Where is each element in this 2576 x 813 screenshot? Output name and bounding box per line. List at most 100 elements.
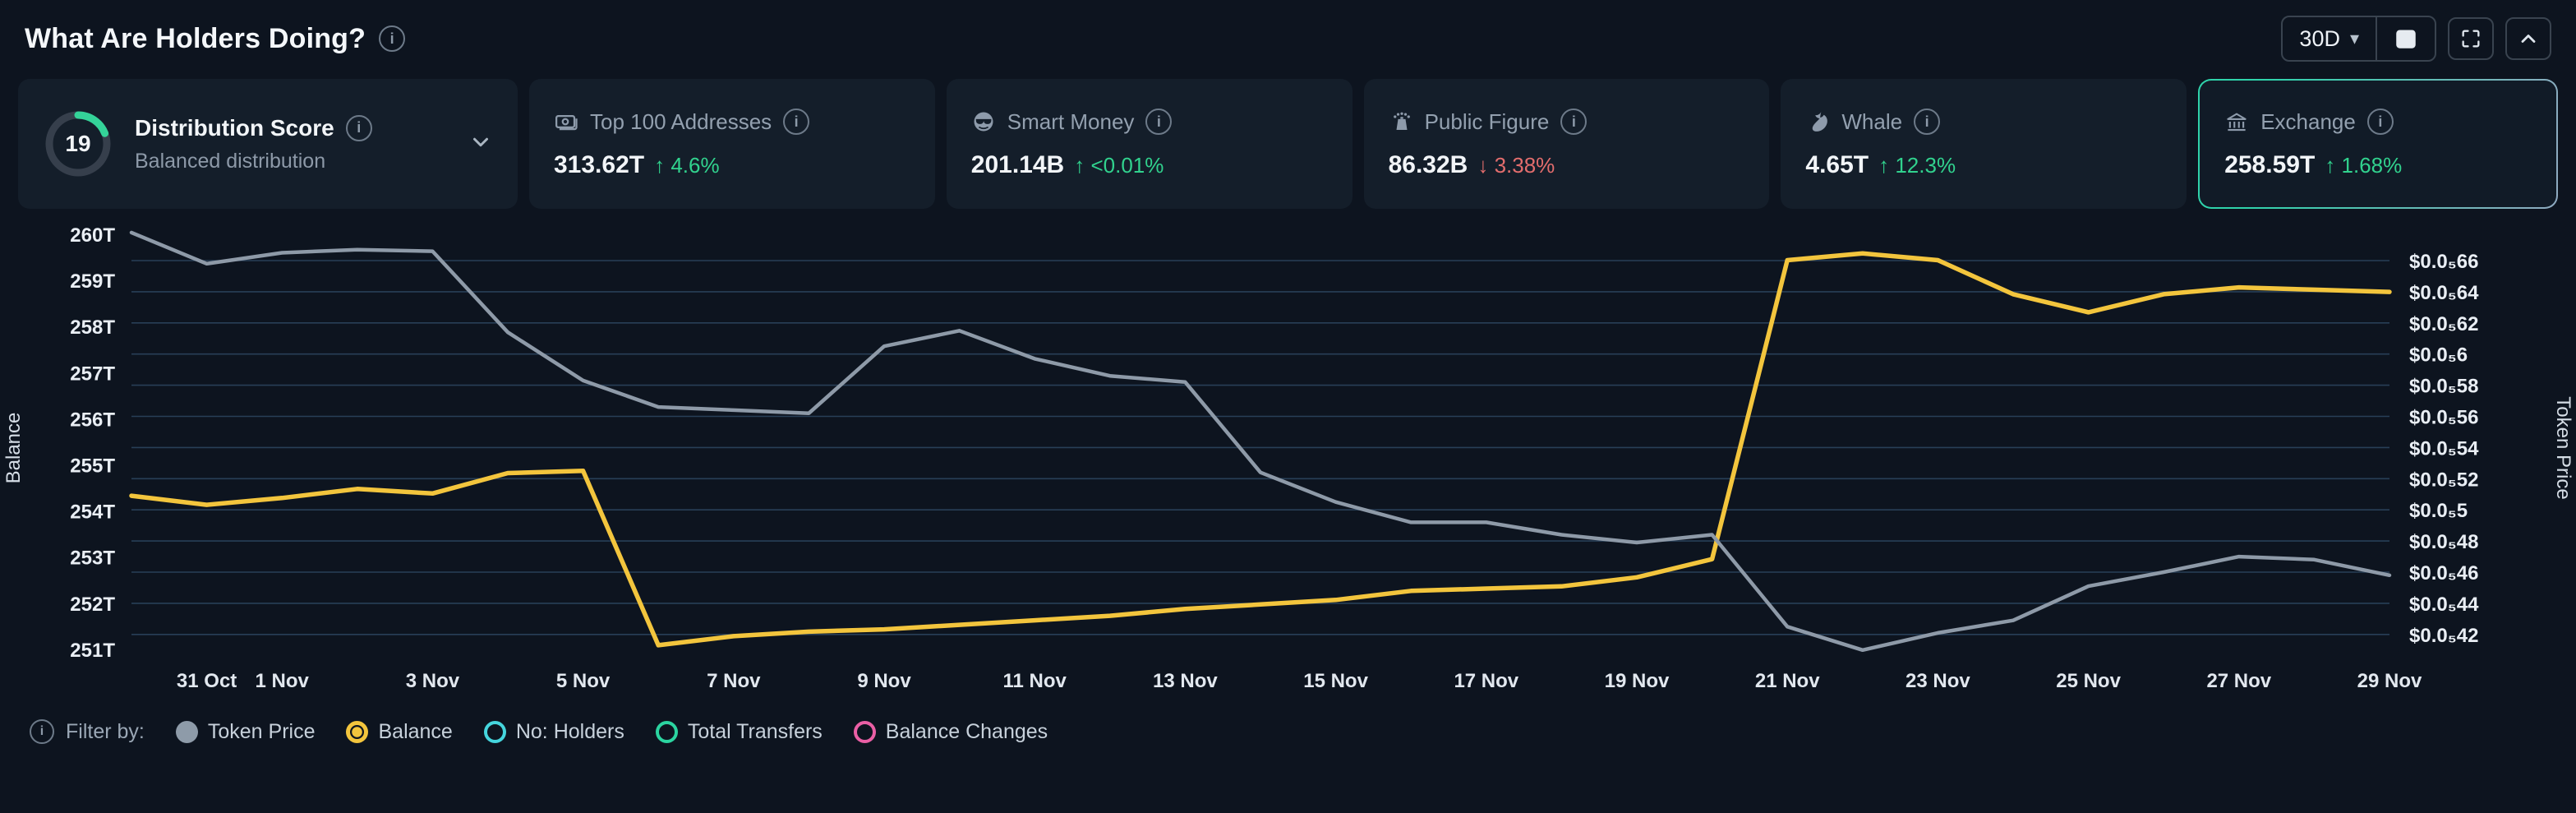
filter-option-label: Token Price: [207, 719, 316, 743]
divider: [2376, 17, 2377, 60]
sunglasses-icon: [971, 109, 996, 134]
x-axis-tick: 11 Nov: [1003, 670, 1067, 692]
range-dropdown[interactable]: 30D ▾: [2283, 17, 2376, 60]
x-axis-tick: 31 Oct: [177, 670, 237, 692]
distribution-score-value: 19: [65, 131, 91, 156]
stat-change: ↑ 4.6%: [654, 153, 720, 178]
left-axis-tick: 256T: [70, 409, 115, 431]
right-axis-tick: $0.0₅5: [2409, 500, 2468, 522]
stat-title: Exchange: [2260, 109, 2356, 134]
x-axis-tick: 17 Nov: [1454, 670, 1518, 692]
x-axis-tick: 23 Nov: [1906, 670, 1970, 692]
collapse-button[interactable]: [2505, 17, 2551, 60]
stat-change: ↑ 1.68%: [2325, 153, 2402, 178]
stat-value: 258.59T: [2224, 151, 2316, 178]
info-icon[interactable]: i: [783, 109, 810, 135]
header: What Are Holders Doing? i 30D ▾: [0, 0, 2576, 71]
right-axis-tick: $0.0₅58: [2409, 376, 2478, 398]
filter-option-label: Balance: [378, 719, 453, 743]
right-axis-tick: $0.0₅62: [2409, 313, 2478, 335]
stat-card-smart-money[interactable]: Smart Money i 201.14B ↑ <0.01%: [946, 79, 1353, 209]
left-axis-tick: 258T: [70, 316, 115, 339]
right-axis-tick: $0.0₅48: [2409, 531, 2478, 553]
left-axis-tick: 259T: [70, 270, 115, 293]
stat-title: Whale: [1841, 109, 1903, 134]
stat-change-value: 12.3%: [1895, 153, 1956, 178]
chevron-down-icon[interactable]: [468, 130, 493, 159]
left-axis-title: Balance: [2, 413, 25, 484]
chart-canvas: 260T 259T 258T 257T 256T 255T 254T 253T 252T 251T…: [2, 224, 2574, 692]
filter-option-label: Total Transfers: [687, 719, 823, 743]
stat-value: 313.62T: [554, 151, 645, 178]
x-axis-tick: 13 Nov: [1153, 670, 1218, 692]
stat-change-value: <0.01%: [1090, 153, 1164, 178]
stat-card-whale[interactable]: Whale i 4.65T ↑ 12.3%: [1781, 79, 2187, 209]
filter-bar: i Filter by: Token Price Balance No: Hol…: [0, 707, 2576, 756]
x-axis-tick: 1 Nov: [256, 670, 310, 692]
stat-card-exchange-selected-border: Exchange i 258.59T ↑ 1.68%: [2198, 79, 2558, 209]
holders-radio-icon: [483, 720, 506, 743]
arrow-up-icon: ↑: [2325, 153, 2336, 178]
filter-info-icon[interactable]: i: [30, 719, 54, 744]
calendar-button[interactable]: [2377, 17, 2435, 60]
filter-option-balance-changes[interactable]: Balance Changes: [853, 719, 1048, 744]
x-axis-tick: 25 Nov: [2056, 670, 2121, 692]
info-icon[interactable]: i: [1145, 109, 1173, 135]
right-axis-title: Token Price: [2552, 396, 2574, 499]
x-axis-tick: 27 Nov: [2206, 670, 2271, 692]
bank-icon: [2224, 109, 2249, 134]
left-axis-tick: 260T: [70, 224, 115, 247]
filter-label: Filter by:: [66, 719, 145, 743]
arrow-up-icon: ↑: [1878, 153, 1890, 178]
filter-option-token-price[interactable]: Token Price: [175, 719, 316, 744]
whale-icon: [1805, 109, 1830, 134]
stat-card-public-figure[interactable]: Public Figure i 86.32B ↓ 3.38%: [1363, 79, 1770, 209]
left-axis-tick: 257T: [70, 363, 115, 385]
transfers-radio-icon: [655, 720, 678, 743]
stat-change: ↑ 12.3%: [1878, 153, 1956, 178]
right-axis-tick: $0.0₅56: [2409, 407, 2478, 429]
info-icon[interactable]: i: [345, 114, 372, 141]
stat-value: 201.14B: [970, 151, 1065, 178]
stat-change-value: 3.38%: [1494, 153, 1555, 178]
arrow-down-icon: ↓: [1477, 153, 1489, 178]
stat-change: ↑ <0.01%: [1074, 153, 1164, 178]
x-axis-tick: 9 Nov: [857, 670, 911, 692]
filter-option-label: Balance Changes: [885, 719, 1048, 743]
chevron-down-icon: ▾: [2349, 28, 2359, 49]
title-info-icon[interactable]: i: [379, 25, 406, 52]
distribution-score-gauge: 19: [43, 109, 113, 179]
filter-option-label: No: Holders: [515, 719, 624, 743]
balance-radio-icon: [346, 720, 369, 743]
info-icon[interactable]: i: [2366, 109, 2394, 135]
x-axis-tick: 19 Nov: [1605, 670, 1670, 692]
holders-chart[interactable]: 260T 259T 258T 257T 256T 255T 254T 253T 252T 251T…: [0, 214, 2576, 707]
stat-value: 86.32B: [1388, 151, 1468, 178]
stat-cards-row: 19 Distribution Score i Balanced distrib…: [18, 79, 2558, 209]
stat-card-top-100-addresses[interactable]: Top 100 Addresses i 313.62T ↑ 4.6%: [529, 79, 935, 209]
stat-card-exchange[interactable]: Exchange i 258.59T ↑ 1.68%: [2200, 81, 2556, 207]
fullscreen-icon: [2459, 27, 2482, 50]
stat-value: 4.65T: [1805, 151, 1869, 178]
filter-option-total-transfers[interactable]: Total Transfers: [655, 719, 823, 744]
distribution-score-subtitle: Balanced distribution: [135, 149, 326, 173]
fullscreen-button[interactable]: [2448, 17, 2494, 60]
distribution-score-card[interactable]: 19 Distribution Score i Balanced distrib…: [18, 79, 518, 209]
left-axis-tick: 253T: [70, 547, 115, 570]
x-axis-tick: 15 Nov: [1303, 670, 1368, 692]
filter-option-no-holders[interactable]: No: Holders: [483, 719, 624, 744]
right-axis-tick: $0.0₅52: [2409, 469, 2478, 491]
x-axis-tick: 3 Nov: [406, 670, 460, 692]
info-icon[interactable]: i: [1914, 109, 1941, 135]
right-axis-tick: $0.0₅54: [2409, 437, 2479, 460]
series-balance: [129, 251, 2392, 648]
left-axis-tick: 255T: [70, 455, 115, 478]
chevron-up-icon: [2517, 27, 2540, 50]
filter-option-balance[interactable]: Balance: [346, 719, 453, 744]
info-icon[interactable]: i: [1560, 109, 1588, 135]
x-axis-tick: 5 Nov: [556, 670, 611, 692]
right-axis-tick: $0.0₅66: [2409, 251, 2478, 273]
changes-radio-icon: [853, 720, 876, 743]
calendar-icon: [2394, 26, 2418, 51]
left-axis-tick: 254T: [70, 501, 115, 524]
